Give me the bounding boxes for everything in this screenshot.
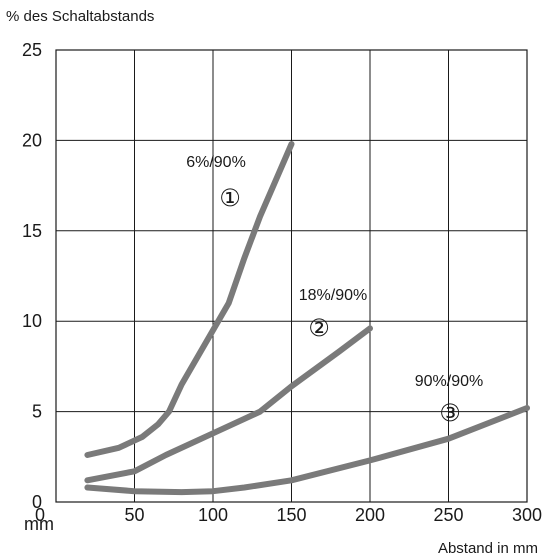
x-axis-title: Abstand in mm (438, 540, 538, 557)
series-1-marker: ① (219, 184, 241, 212)
series-line-3 (84, 405, 530, 496)
x-tick-label: 0 (35, 505, 45, 525)
grid-lines (56, 50, 527, 502)
y-tick-label: 15 (22, 221, 42, 241)
x-tick-label: 300 (512, 505, 542, 525)
x-tick-label: 150 (276, 505, 306, 525)
series-1-label: 6%/90% (186, 154, 246, 171)
x-tick-label: 250 (433, 505, 463, 525)
y-tick-label: 10 (22, 311, 42, 331)
x-tick-label: 200 (355, 505, 385, 525)
series-lines (84, 141, 530, 496)
y-tick-label: 0 (32, 492, 42, 512)
x-tick-label: 100 (198, 505, 228, 525)
y-tick-label: 5 (32, 402, 42, 422)
plot-frame (55, 49, 528, 503)
tick-labels: 0 50 100 150 200 250 300 0 5 10 15 20 25 (22, 40, 542, 525)
y-tick-label: 20 (22, 130, 42, 150)
y-axis-title: % des Schaltabstands (6, 8, 154, 25)
y-tick-label: 25 (22, 40, 42, 60)
series-2-marker: ② (308, 314, 330, 342)
series-annotations: 6%/90% ① 18%/90% ② 90%/90% ③ (186, 154, 483, 427)
series-2-label: 18%/90% (299, 287, 368, 304)
series-3-label: 90%/90% (415, 373, 484, 390)
series-line-2 (84, 325, 373, 484)
x-tick-label: 50 (124, 505, 144, 525)
series-line-1 (84, 141, 295, 458)
x-axis-unit-label: mm (24, 514, 54, 534)
series-3-marker: ③ (439, 399, 461, 427)
